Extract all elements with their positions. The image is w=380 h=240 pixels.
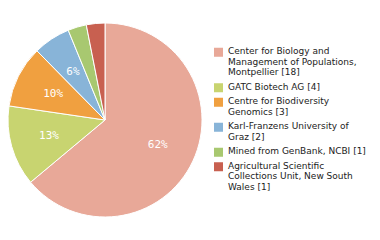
legend-item: Agricultural ScientificCollections Unit,… xyxy=(214,161,353,192)
legend: Center for Biology andManagement of Popu… xyxy=(214,46,366,192)
data-label: 10% xyxy=(43,87,63,100)
data-label: 62% xyxy=(148,138,168,151)
legend-swatch xyxy=(214,98,223,107)
data-labels: 62% 13% 10%6% xyxy=(39,65,168,151)
pie-slice xyxy=(86,23,105,120)
legend-swatch xyxy=(214,48,223,57)
legend-item: GATC Biotech AG [4] xyxy=(214,82,320,93)
legend-item: Centre for BiodiversityGenomics [3] xyxy=(214,96,330,117)
legend-label: GATC Biotech AG [4] xyxy=(228,82,320,92)
data-label: 13% xyxy=(39,129,59,142)
legend-swatch xyxy=(214,83,223,92)
legend-label: Centre for BiodiversityGenomics [3] xyxy=(228,96,330,117)
legend-item: Center for Biology andManagement of Popu… xyxy=(214,46,357,77)
legend-label: Karl-Franzens University ofGraz [2] xyxy=(228,121,349,142)
legend-label: Agricultural ScientificCollections Unit,… xyxy=(228,161,353,192)
legend-label: Center for Biology andManagement of Popu… xyxy=(228,46,357,77)
legend-label: Mined from GenBank, NCBI [1] xyxy=(228,146,366,156)
legend-swatch xyxy=(214,148,223,157)
legend-item: Mined from GenBank, NCBI [1] xyxy=(214,146,366,157)
pie xyxy=(8,23,202,217)
legend-item: Karl-Franzens University ofGraz [2] xyxy=(214,121,349,142)
chart: 62% 13% 10%6% Center for Biology andManagem… xyxy=(0,0,380,240)
data-label: 6% xyxy=(66,65,80,78)
legend-swatch xyxy=(214,123,223,132)
legend-swatch xyxy=(214,162,223,171)
